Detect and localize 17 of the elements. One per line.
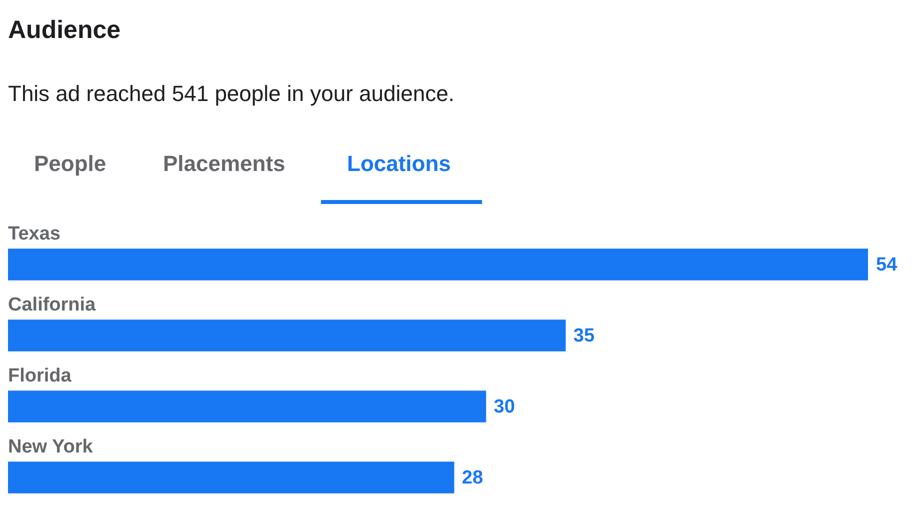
- text: People: [34, 151, 106, 177]
- data-label: 28: [462, 468, 484, 489]
- data-label: 54: [876, 254, 898, 276]
- data-label: 35: [573, 326, 595, 347]
- text: Placements: [163, 151, 286, 177]
- chart-subtitle: This ad reached 541 people in your audience.: [8, 81, 454, 107]
- bar: [8, 248, 868, 280]
- bar: [8, 320, 566, 352]
- chart-title: Audience: [8, 16, 121, 45]
- bar: [8, 390, 486, 422]
- y-tick-label: New York: [8, 436, 94, 458]
- text: Locations: [347, 151, 451, 177]
- bar: [8, 462, 454, 494]
- y-tick-label: Texas: [8, 224, 60, 244]
- y-tick-label: California: [8, 294, 96, 316]
- y-tick-label: Florida: [8, 366, 72, 386]
- data-label: 30: [494, 396, 515, 418]
